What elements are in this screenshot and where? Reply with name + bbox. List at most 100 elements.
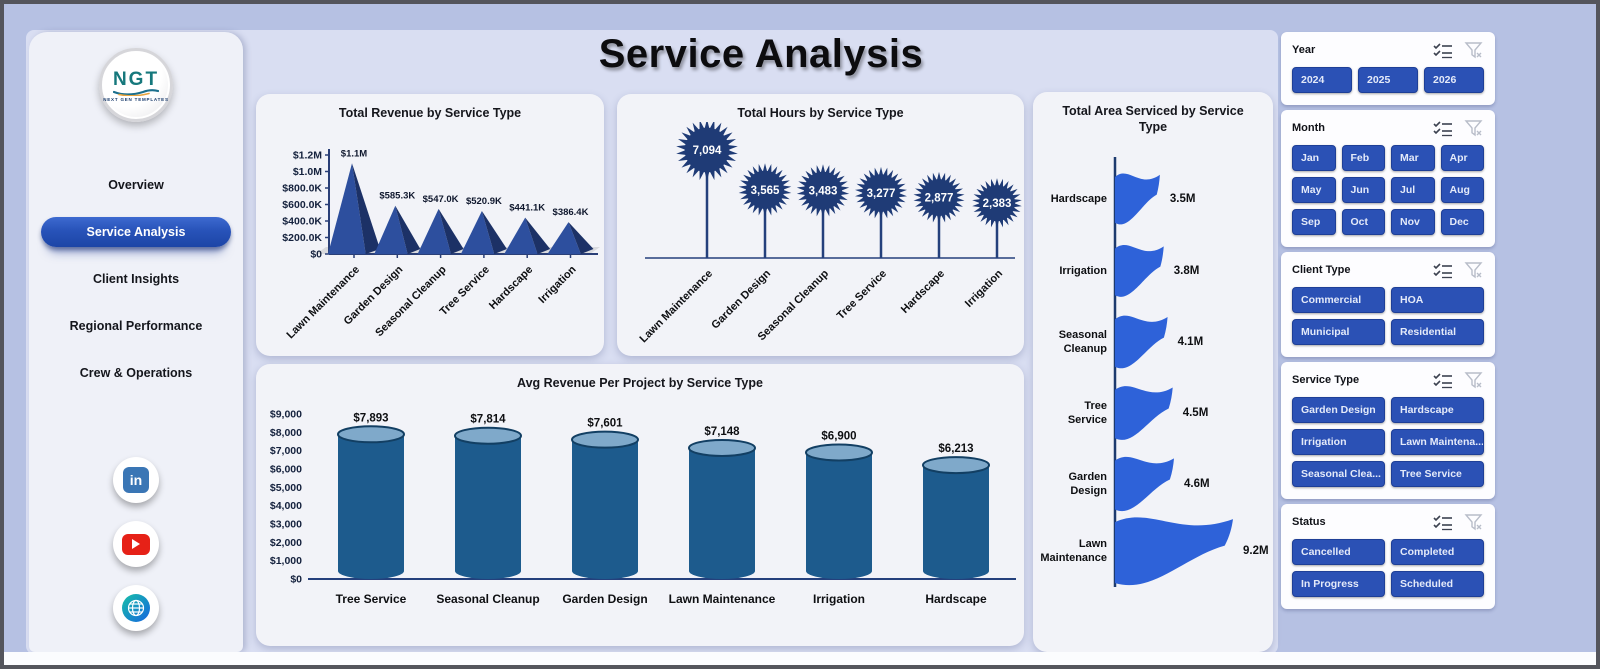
filter-option-scheduled[interactable]: Scheduled bbox=[1391, 571, 1484, 597]
clear-filter-icon[interactable] bbox=[1464, 119, 1484, 137]
filter-option-sep[interactable]: Sep bbox=[1292, 209, 1336, 235]
page-title: Service Analysis bbox=[598, 32, 924, 76]
clear-filter-icon[interactable] bbox=[1464, 513, 1484, 531]
filter-option-dec[interactable]: Dec bbox=[1440, 209, 1484, 235]
filter-option-seasonal-clea-[interactable]: Seasonal Clea... bbox=[1292, 461, 1385, 487]
cylinder-top-3[interactable] bbox=[688, 438, 756, 457]
cylinder-top-0[interactable] bbox=[337, 424, 405, 443]
cylinder-top-5[interactable] bbox=[922, 455, 990, 474]
select-all-icon[interactable] bbox=[1432, 120, 1454, 137]
cylinder-bar-0[interactable] bbox=[338, 433, 404, 579]
sidebar: NGT NEXT GEN TEMPLATES Overview Service A… bbox=[29, 32, 243, 652]
linkedin-button[interactable]: in bbox=[113, 457, 159, 503]
filter-section-client-type: Client Type Commercial HOA Municipal Residen… bbox=[1281, 252, 1495, 357]
pyramid-bar-side-1[interactable] bbox=[395, 205, 421, 254]
chart-text: $441.1K bbox=[509, 202, 545, 213]
flag-bar-1[interactable] bbox=[1115, 245, 1164, 298]
cylinder-top-2[interactable] bbox=[571, 430, 639, 449]
cylinder-top-1[interactable] bbox=[454, 426, 522, 445]
cylinder-bar-2[interactable] bbox=[572, 439, 638, 579]
filter-option-commercial[interactable]: Commercial bbox=[1292, 287, 1385, 313]
pyramid-bar-1[interactable] bbox=[374, 205, 408, 254]
select-all-icon[interactable] bbox=[1432, 262, 1454, 279]
sidebar-item-crew-operations[interactable]: Crew & Operations bbox=[79, 366, 193, 380]
pyramid-bar-side-5[interactable] bbox=[568, 221, 594, 254]
sidebar-item-regional-performance[interactable]: Regional Performance bbox=[69, 319, 203, 333]
filter-option-municipal[interactable]: Municipal bbox=[1292, 319, 1385, 345]
filter-option-feb[interactable]: Feb bbox=[1341, 145, 1385, 171]
filter-option-residential[interactable]: Residential bbox=[1391, 319, 1484, 345]
pyramid-bar-side-3[interactable] bbox=[481, 210, 507, 254]
cylinder-bar-4[interactable] bbox=[806, 452, 872, 579]
filter-option-jun[interactable]: Jun bbox=[1341, 177, 1385, 203]
filter-option-mar[interactable]: Mar bbox=[1391, 145, 1435, 171]
filter-option-jan[interactable]: Jan bbox=[1292, 145, 1336, 171]
filter-option-may[interactable]: May bbox=[1292, 177, 1336, 203]
filter-option-in-progress[interactable]: In Progress bbox=[1292, 571, 1385, 597]
select-all-icon[interactable] bbox=[1432, 42, 1454, 59]
filter-option-hardscape[interactable]: Hardscape bbox=[1391, 397, 1484, 423]
chart-text: 3,565 bbox=[751, 184, 780, 196]
filter-option-2025[interactable]: 2025 bbox=[1358, 67, 1418, 93]
chart-title-total-revenue: Total Revenue by Service Type bbox=[338, 106, 522, 120]
flag-bar-5[interactable] bbox=[1115, 517, 1233, 586]
pyramid-bar-4[interactable] bbox=[504, 217, 538, 254]
chart-text: 4.1M bbox=[1178, 336, 1204, 348]
website-button[interactable] bbox=[113, 585, 159, 631]
chart-text: Garden bbox=[1068, 471, 1107, 483]
filter-option-cancelled[interactable]: Cancelled bbox=[1292, 539, 1385, 565]
filter-option-garden-design[interactable]: Garden Design bbox=[1292, 397, 1385, 423]
chart-text: Irrigation bbox=[1059, 265, 1107, 277]
filter-option-oct[interactable]: Oct bbox=[1341, 209, 1385, 235]
logo-text: NGT bbox=[112, 68, 160, 90]
cylinder-top-4[interactable] bbox=[805, 443, 873, 462]
pyramid-bar-5[interactable] bbox=[547, 221, 581, 254]
filter-option-lawn-maintena-[interactable]: Lawn Maintena... bbox=[1391, 429, 1484, 455]
pyramid-bar-side-2[interactable] bbox=[438, 208, 464, 254]
sidebar-item-overview[interactable]: Overview bbox=[108, 178, 164, 192]
clear-filter-icon[interactable] bbox=[1464, 371, 1484, 389]
cylinder-bar-5[interactable] bbox=[923, 464, 989, 579]
chart-text: Lawn bbox=[1079, 538, 1107, 550]
select-all-icon[interactable] bbox=[1432, 372, 1454, 389]
pyramid-bar-2[interactable] bbox=[417, 208, 451, 254]
cylinder-bar-3[interactable] bbox=[689, 447, 755, 579]
chart-text: Cleanup bbox=[1064, 343, 1108, 355]
pyramid-bar-0[interactable] bbox=[328, 162, 366, 254]
total-hours-chart: 7,094 Lawn Maintenance 3,565 Garden Design 3… bbox=[637, 121, 1022, 345]
chart-text: Irrigation bbox=[963, 267, 1005, 309]
pyramid-bar-3[interactable] bbox=[460, 210, 495, 254]
chart-text: $5,000 bbox=[270, 481, 302, 493]
pyramid-bar-side-0[interactable] bbox=[352, 162, 380, 254]
sidebar-item-client-insights[interactable]: Client Insights bbox=[92, 272, 180, 286]
flag-bar-0[interactable] bbox=[1115, 173, 1160, 225]
filter-option-2026[interactable]: 2026 bbox=[1424, 67, 1484, 93]
filter-option-jul[interactable]: Jul bbox=[1391, 177, 1435, 203]
filter-option-completed[interactable]: Completed bbox=[1391, 539, 1484, 565]
filter-option-2024[interactable]: 2024 bbox=[1292, 67, 1352, 93]
chart-text: $7,000 bbox=[270, 445, 302, 457]
chart-text: 4.6M bbox=[1184, 478, 1210, 490]
total-revenue-chart: $0 $200.0K $400.0K $600.0K $800.0K $1.0M $1.2M… bbox=[282, 148, 600, 341]
clear-filter-icon[interactable] bbox=[1464, 261, 1484, 279]
filter-option-irrigation[interactable]: Irrigation bbox=[1292, 429, 1385, 455]
chart-card-avg-revenue: Avg Revenue Per Project by Service Type … bbox=[256, 364, 1024, 646]
flag-bar-4[interactable] bbox=[1115, 457, 1174, 512]
filter-option-tree-service[interactable]: Tree Service bbox=[1391, 461, 1484, 487]
pyramid-bar-side-4[interactable] bbox=[525, 217, 551, 254]
clear-filter-icon[interactable] bbox=[1464, 41, 1484, 59]
chart-text: $1.2M bbox=[293, 149, 322, 161]
cylinder-bar-1[interactable] bbox=[455, 435, 521, 579]
filter-option-apr[interactable]: Apr bbox=[1440, 145, 1484, 171]
flag-bar-3[interactable] bbox=[1115, 386, 1173, 441]
youtube-button[interactable] bbox=[113, 521, 159, 567]
filter-option-hoa[interactable]: HOA bbox=[1391, 287, 1484, 313]
select-all-icon[interactable] bbox=[1432, 514, 1454, 531]
flag-bar-2[interactable] bbox=[1115, 315, 1168, 369]
chart-text: $6,213 bbox=[938, 443, 973, 455]
filter-option-aug[interactable]: Aug bbox=[1440, 177, 1484, 203]
logo-swoosh-icon bbox=[113, 88, 159, 96]
filter-option-nov[interactable]: Nov bbox=[1391, 209, 1435, 235]
ngt-logo: NGT NEXT GEN TEMPLATES bbox=[99, 48, 173, 122]
sidebar-item-service-analysis[interactable]: Service Analysis bbox=[41, 217, 231, 247]
